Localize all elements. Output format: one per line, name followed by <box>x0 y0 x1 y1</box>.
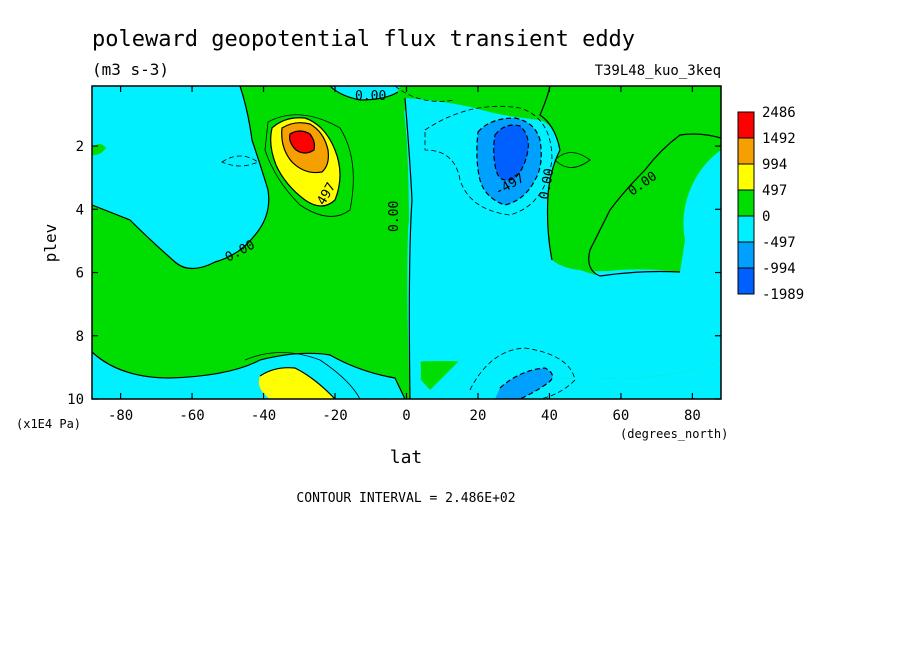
y-axis-label: plev <box>41 224 60 263</box>
x-tick-label: 80 <box>684 408 701 424</box>
colorbar-swatch <box>737 189 755 217</box>
contour-pos-lower <box>259 367 336 399</box>
contour-pos-497 <box>270 117 341 207</box>
plot-area: 0.00 0.00 0.00 0.00 0.00 497 -497 <box>92 86 721 399</box>
contour-neg-994 <box>493 124 529 181</box>
contour-zero-right <box>588 133 721 277</box>
colorbar-label: -1989 <box>762 287 804 303</box>
contour-neg-248-lower <box>469 347 576 399</box>
region-pos-1492 <box>289 131 315 153</box>
x-tick-label: 0 <box>402 408 410 424</box>
region-pos-left-edge <box>92 144 106 156</box>
contour-zero-center <box>404 97 413 399</box>
x-tick-label: -80 <box>108 408 133 424</box>
region-neg-bottomleft <box>92 352 405 399</box>
colorbar-label: -994 <box>762 261 796 277</box>
colorbar-label: -497 <box>762 235 796 251</box>
region-neg-left <box>92 86 269 269</box>
colorbar-swatch <box>737 163 755 191</box>
experiment-label: T39L48_kuo_3keq <box>595 63 721 79</box>
x-tick-label: -40 <box>251 408 276 424</box>
contour-neg-lower <box>499 367 554 399</box>
colorbar-swatch <box>737 215 755 243</box>
contour-zero-bottom <box>92 351 406 399</box>
colorbar-label: 1492 <box>762 131 796 147</box>
colorbar: 2486 1492 994 497 0 -497 -994 -1989 <box>737 105 804 303</box>
colorbar-label: 2486 <box>762 105 796 121</box>
y-tick-label: 10 <box>67 392 84 408</box>
contour-label: 0.00 <box>355 89 386 104</box>
colorbar-label: 994 <box>762 157 787 173</box>
y-tick-label: 2 <box>76 139 84 155</box>
chart-title: poleward geopotential flux transient edd… <box>92 27 635 52</box>
x-tick-label: 60 <box>613 408 630 424</box>
x-tick-label: 20 <box>470 408 487 424</box>
colorbar-label: 497 <box>762 183 787 199</box>
x-axis: -80 -60 -40 -20 0 20 40 60 80 <box>108 86 701 424</box>
region-neg-1989 <box>493 125 529 181</box>
contour-pos-248-left <box>264 114 354 217</box>
region-pos-lower <box>258 367 335 399</box>
contour-label: 0.00 <box>537 167 557 200</box>
colorbar-swatch <box>737 241 755 269</box>
contour-zero-topcenter <box>329 86 399 101</box>
x-tick-label: -60 <box>179 408 204 424</box>
y-tick-label: 4 <box>76 202 84 218</box>
colorbar-swatch <box>737 137 755 165</box>
x-tick-label: 40 <box>541 408 558 424</box>
colorbar-swatch <box>737 111 755 139</box>
colorbar-label: 0 <box>762 209 770 225</box>
contour-label: 0.00 <box>387 201 402 232</box>
y-axis: 2 4 6 8 10 <box>67 139 721 408</box>
contour-zero-left <box>92 86 270 270</box>
y-tick-label: 8 <box>76 329 84 345</box>
contour-neg-248-right <box>424 105 553 216</box>
y-axis-units: (x1E4 Pa) <box>16 417 81 431</box>
contour-neg-497 <box>476 117 542 206</box>
region-neg-lower <box>495 368 553 399</box>
region-neg-right-top-green <box>540 86 721 276</box>
contour-pos-248-lower <box>244 352 361 399</box>
x-tick-label: -20 <box>322 408 347 424</box>
chart-units: (m3 s-3) <box>92 60 169 79</box>
contour-pos-1492 <box>289 130 316 154</box>
contour-zero-right2 <box>539 86 561 261</box>
colorbar-swatch <box>737 267 755 295</box>
y-tick-label: 6 <box>76 266 84 282</box>
contour-neg-248-left <box>221 155 259 167</box>
contour-pos-248-right <box>554 152 591 168</box>
contour-interval-text: CONTOUR INTERVAL = 2.486E+02 <box>296 491 515 506</box>
contour-pos-994 <box>281 122 329 174</box>
x-axis-label: lat <box>390 447 423 468</box>
contour-neg-248-top <box>394 86 456 102</box>
x-axis-units: (degrees_north) <box>620 427 728 441</box>
